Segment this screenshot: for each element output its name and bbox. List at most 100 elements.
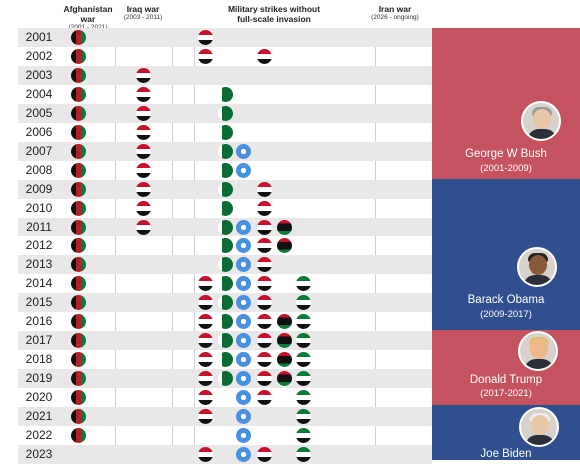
header-iran-sub: (2026 - ongoing) <box>371 14 419 21</box>
afghanistan-icon <box>70 67 86 83</box>
pakistan-icon <box>217 333 233 349</box>
yemen-icon-2 <box>256 238 272 254</box>
libya-icon <box>276 371 292 387</box>
somalia-icon <box>235 276 251 292</box>
header-afghanistan-title: Afghanistan war <box>63 4 113 24</box>
year-label: 2013 <box>25 257 53 272</box>
yemen-icon <box>197 295 213 311</box>
pakistan-icon <box>217 143 233 159</box>
afghanistan-icon <box>70 86 86 102</box>
obama-portrait <box>517 247 557 287</box>
libya-icon <box>276 352 292 368</box>
header-iran-title: Iran war <box>378 4 412 14</box>
iraq-icon <box>135 143 151 159</box>
year-label: 2018 <box>25 352 53 367</box>
afghanistan-icon <box>70 105 86 121</box>
president-name: Joe Biden <box>480 448 532 460</box>
year-label: 2001 <box>25 30 53 44</box>
somalia-icon <box>235 333 251 349</box>
column-divider <box>172 28 173 460</box>
year-label: 2010 <box>25 200 53 215</box>
yemen-icon <box>197 333 213 349</box>
yemen-icon <box>197 48 213 64</box>
syria-icon <box>295 333 311 349</box>
afghanistan-icon <box>70 314 86 330</box>
row-shade <box>18 28 432 47</box>
pakistan-icon <box>217 181 233 197</box>
president-name: George W Bush <box>465 148 547 160</box>
year-label: 2005 <box>25 105 53 120</box>
year-label: 2003 <box>25 67 53 82</box>
afghanistan-icon <box>70 276 86 292</box>
header-iraq-sub: (2003 - 2011) <box>123 14 163 21</box>
somalia-icon <box>235 219 251 235</box>
syria-icon <box>295 446 311 462</box>
iraq-icon <box>135 200 151 216</box>
yemen-icon-2 <box>256 390 272 406</box>
header-strikes-title: Military strikes without <box>227 4 321 14</box>
somalia-icon <box>235 143 251 159</box>
row-shade <box>18 407 432 426</box>
president-years: (2009-2017) <box>480 309 532 320</box>
somalia-icon <box>235 257 251 273</box>
libya-icon <box>276 219 292 235</box>
yemen-icon-2 <box>256 200 272 216</box>
yemen-icon-2 <box>256 257 272 273</box>
pakistan-icon <box>217 295 233 311</box>
yemen-icon <box>197 276 213 292</box>
yemen-icon-2 <box>256 48 272 64</box>
pakistan-icon <box>217 276 233 292</box>
year-label: 2023 <box>25 446 53 461</box>
afghanistan-icon <box>70 181 86 197</box>
pakistan-icon <box>217 371 233 387</box>
year-label: 2002 <box>25 48 53 63</box>
syria-icon <box>295 409 311 424</box>
iraq-icon <box>135 86 151 102</box>
somalia-icon <box>235 371 251 387</box>
yemen-icon-2 <box>256 314 272 330</box>
iraq-icon <box>135 67 151 83</box>
afghanistan-icon <box>70 352 86 368</box>
syria-icon <box>295 427 311 443</box>
header-iraq-title: Iraq war <box>126 4 160 14</box>
somalia-icon <box>235 352 251 368</box>
row-shade <box>18 65 432 85</box>
year-label: 2008 <box>25 162 53 177</box>
yemen-icon <box>197 352 213 368</box>
iraq-icon <box>135 105 151 121</box>
pakistan-icon <box>217 314 233 330</box>
yemen-icon <box>197 409 213 424</box>
afghanistan-icon <box>70 295 86 311</box>
header-strikes-title-2: full-scale invasion <box>237 14 311 24</box>
yemen-icon-2 <box>256 352 272 368</box>
somalia-icon <box>235 409 251 424</box>
afghanistan-icon <box>70 371 86 387</box>
afghanistan-icon <box>70 124 86 140</box>
yemen-icon <box>197 314 213 330</box>
column-divider <box>194 28 195 460</box>
year-label: 2004 <box>25 86 53 101</box>
afghanistan-icon <box>70 48 86 64</box>
pakistan-icon <box>217 352 233 368</box>
somalia-icon <box>235 446 251 462</box>
pakistan-icon <box>217 105 233 121</box>
year-label: 2012 <box>25 238 53 253</box>
syria-icon <box>295 295 311 311</box>
president-years: (2017-2021) <box>480 388 532 399</box>
somalia-icon <box>235 295 251 311</box>
column-divider <box>115 28 116 460</box>
header-iran: Iran war (2026 - ongoing) <box>366 4 424 22</box>
bush-portrait <box>521 101 561 141</box>
yemen-icon-2 <box>256 295 272 311</box>
afghanistan-icon <box>70 333 86 349</box>
afghanistan-icon <box>70 409 86 424</box>
year-label: 2014 <box>25 276 53 291</box>
yemen-icon-2 <box>256 333 272 349</box>
iraq-icon <box>135 162 151 178</box>
somalia-icon <box>235 314 251 330</box>
year-label: 2019 <box>25 371 53 386</box>
syria-icon <box>295 276 311 292</box>
afghanistan-icon <box>70 30 86 45</box>
pakistan-icon <box>217 86 233 102</box>
